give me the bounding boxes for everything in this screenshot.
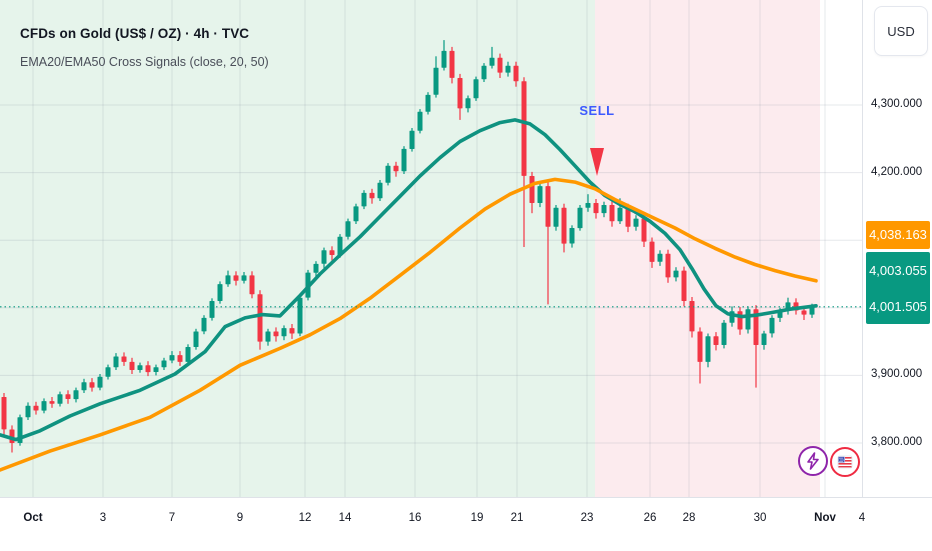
price-tick-label: 3,900.000 <box>871 368 923 381</box>
time-tick-label: Nov <box>814 512 836 524</box>
symbol-title[interactable]: CFDs on Gold (US$ / OZ) · 4h · TVC <box>20 26 250 41</box>
currency-usd-button[interactable]: USD <box>874 6 928 56</box>
sell-signal-label: SELL <box>579 103 615 118</box>
time-tick-label: 21 <box>510 512 524 524</box>
time-tick-label: 9 <box>236 512 244 524</box>
price-tick-label: 3,800.000 <box>871 436 923 448</box>
time-tick-label: 12 <box>298 512 312 524</box>
lightning-bolt-glyph <box>807 452 819 470</box>
us-flag-glyph <box>837 455 853 469</box>
gridlines <box>0 0 862 497</box>
time-tick-label: 23 <box>580 512 594 524</box>
time-axis[interactable]: Oct 3 7 9 12 14 16 19 21 23 26 28 30 Nov 4 <box>0 497 932 551</box>
time-tick-label: 30 <box>753 512 767 524</box>
boost-lightning-icon[interactable] <box>798 446 828 476</box>
time-tick-label: 16 <box>408 512 422 524</box>
time-tick-label: 7 <box>168 512 176 524</box>
ema20-line <box>0 118 818 442</box>
last-price-badge: 4,003.055 4,001.505 <box>866 252 930 324</box>
indicator-title[interactable]: EMA20/EMA50 Cross Signals (close, 20, 50… <box>20 55 269 69</box>
bear-zone-background <box>595 0 820 497</box>
time-tick-label: Oct <box>23 512 43 524</box>
last-price-value: 4,001.505 <box>869 298 927 314</box>
ema50-price-badge: 4,038.163 <box>866 221 930 249</box>
chart-plot-area[interactable] <box>0 0 862 497</box>
time-tick-label: 4 <box>858 512 866 524</box>
time-tick-label: 3 <box>99 512 107 524</box>
sell-marker-triangle <box>590 148 604 176</box>
time-tick-label: 28 <box>682 512 696 524</box>
time-tick-label: 19 <box>470 512 484 524</box>
ema50-price-value: 4,038.163 <box>869 227 927 242</box>
price-tick-label: 4,300.000 <box>871 98 923 110</box>
time-tick-label: 14 <box>338 512 352 524</box>
time-tick-label: 26 <box>643 512 657 524</box>
ema20-price-value: 4,003.055 <box>869 262 927 278</box>
us-economic-event-icon[interactable] <box>830 447 860 477</box>
ema50-line <box>0 177 818 472</box>
candlestick-series <box>1 40 815 453</box>
price-axis[interactable]: 4,038.163 4,003.055 4,001.505 4,300.000 4… <box>862 0 932 497</box>
price-tick-label: 4,200.000 <box>871 165 923 178</box>
bull-zone-background <box>0 0 595 497</box>
